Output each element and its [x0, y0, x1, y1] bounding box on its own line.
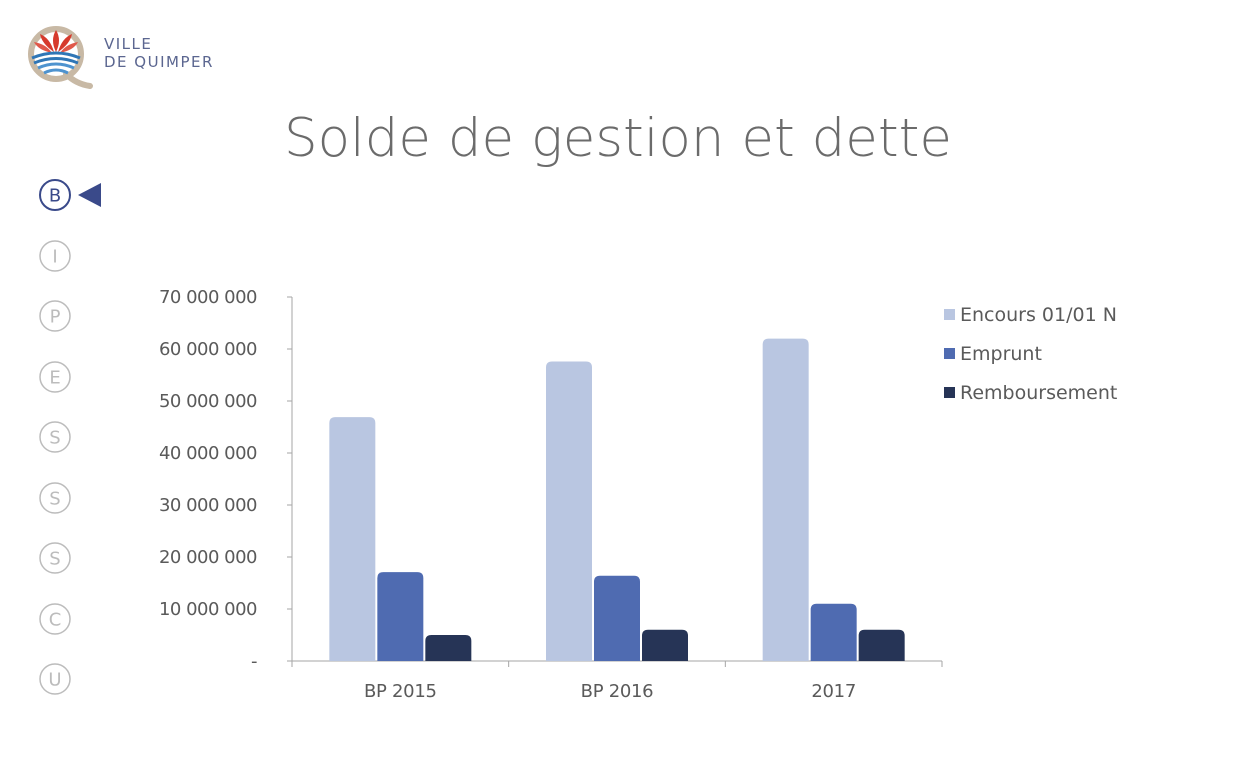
nav-item-letter: S: [49, 488, 60, 509]
y-tick-label: 30 000 000: [159, 495, 257, 516]
x-tick-label: 2017: [811, 681, 856, 702]
nav-item-letter: I: [52, 246, 57, 267]
y-tick-label: 60 000 000: [159, 339, 257, 360]
nav-item-letter: P: [50, 307, 61, 328]
nav-item-b-0[interactable]: B: [38, 178, 101, 212]
nav-item-letter: C: [49, 609, 62, 630]
y-tick-label: 40 000 000: [159, 443, 257, 464]
nav-item-i-1[interactable]: I: [38, 239, 72, 273]
bar-remboursement-1: [642, 629, 688, 661]
legend-swatch: [944, 387, 955, 398]
bar-encours-01-01-n-1: [546, 361, 592, 661]
x-tick-label: BP 2016: [581, 681, 654, 702]
legend-label: Encours 01/01 N: [960, 304, 1117, 326]
city-name-line2: DE QUIMPER: [104, 53, 214, 71]
bar-emprunt-1: [594, 575, 640, 661]
bar-encours-01-01-n-0: [329, 417, 376, 661]
bar-remboursement-0: [425, 635, 472, 661]
legend-item: Emprunt: [944, 343, 1117, 382]
bar-emprunt-0: [377, 572, 424, 661]
legend-item: Remboursement: [944, 382, 1117, 421]
y-tick-label: 70 000 000: [159, 287, 257, 308]
legend-swatch: [944, 348, 955, 359]
nav-item-u-8[interactable]: U: [38, 662, 72, 696]
nav-item-letter: E: [49, 367, 60, 388]
nav-item-letter: S: [49, 428, 60, 449]
legend-label: Remboursement: [960, 382, 1118, 404]
page-title: Solde de gestion et dette: [0, 108, 1236, 169]
nav-item-s-4[interactable]: S: [38, 420, 72, 454]
page-title-text: Solde de gestion et dette: [283, 108, 953, 169]
chart-legend: Encours 01/01 N Emprunt Remboursement: [944, 304, 1117, 421]
y-tick-label: 20 000 000: [159, 547, 257, 568]
city-name: VILLE DE QUIMPER: [104, 35, 214, 71]
y-tick-label: 50 000 000: [159, 391, 257, 412]
nav-item-letter: B: [49, 186, 61, 207]
bar-remboursement-2: [858, 629, 905, 661]
legend-label: Emprunt: [960, 343, 1042, 365]
x-tick-label: BP 2015: [364, 681, 437, 702]
nav-item-p-2[interactable]: P: [38, 299, 72, 333]
nav-item-letter: S: [49, 549, 60, 570]
bar-emprunt-2: [810, 603, 857, 661]
nav-item-e-3[interactable]: E: [38, 360, 72, 394]
nav-item-letter: U: [48, 670, 61, 691]
city-logo: VILLE DE QUIMPER: [22, 22, 232, 90]
legend-swatch: [944, 309, 955, 320]
bar-encours-01-01-n-2: [762, 338, 809, 661]
y-tick-label: -: [251, 651, 257, 672]
y-tick-label: 10 000 000: [159, 599, 257, 620]
active-arrow-icon: [78, 183, 101, 207]
city-name-line1: VILLE: [104, 35, 153, 53]
nav-item-c-7[interactable]: C: [38, 602, 72, 636]
nav-item-s-5[interactable]: S: [38, 481, 72, 515]
quimper-emblem-icon: [28, 26, 93, 89]
nav-item-s-6[interactable]: S: [38, 541, 72, 575]
legend-item: Encours 01/01 N: [944, 304, 1117, 343]
